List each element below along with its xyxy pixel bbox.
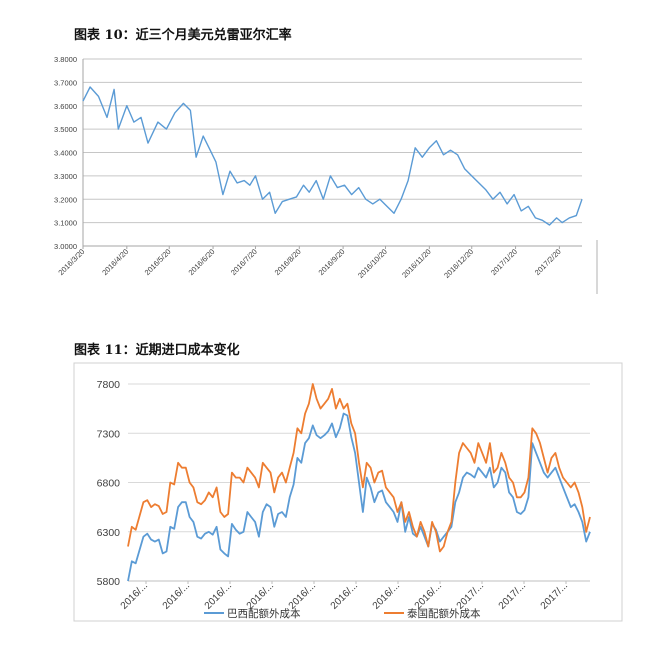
- y-tick-label: 3.2000: [54, 195, 77, 204]
- figure-11-title: 图表 11：近期进口成本变化: [74, 343, 240, 358]
- x-tick-label: 2017/...: [455, 580, 486, 611]
- x-tick-label: 2016/...: [329, 580, 360, 611]
- y-tick-label: 7800: [97, 379, 121, 391]
- y-tick-label: 3.8000: [54, 55, 77, 64]
- y-tick-label: 3.7000: [54, 78, 77, 87]
- series-line-usd-brl: [82, 86, 583, 226]
- x-tick-label: 2016/...: [119, 580, 150, 611]
- y-tick-label: 3.4000: [54, 149, 77, 158]
- y-tick-label: 6800: [97, 478, 121, 490]
- series-line-thailand: [127, 383, 591, 553]
- x-tick-label: 2016/...: [413, 580, 444, 611]
- y-tick-label: 3.6000: [54, 102, 77, 111]
- x-tick-label: 2016/...: [203, 580, 234, 611]
- y-tick-label: 6300: [97, 527, 121, 539]
- x-tick-label: 2016/...: [161, 580, 192, 611]
- x-tick-label: 2016/...: [245, 580, 276, 611]
- figure-10-title: 图表 10：近三个月美元兑雷亚尔汇率: [74, 28, 292, 43]
- x-tick-label: 2016/...: [371, 580, 402, 611]
- y-tick-label: 7300: [97, 428, 121, 440]
- x-tick-label: 2017/...: [539, 580, 570, 611]
- y-tick-label: 3.5000: [54, 125, 77, 134]
- x-tick-label: 2016/...: [287, 580, 318, 611]
- legend-label: 泰国配额外成本: [407, 607, 481, 620]
- series-line-brazil: [127, 412, 591, 582]
- legend-label: 巴西配额外成本: [227, 607, 301, 620]
- y-tick-label: 5800: [97, 576, 121, 588]
- x-tick-label: 2017/...: [497, 580, 528, 611]
- y-tick-label: 3.1000: [54, 219, 77, 228]
- y-tick-label: 3.0000: [54, 242, 77, 251]
- chart-frame: [73, 362, 623, 622]
- y-tick-label: 3.3000: [54, 172, 77, 181]
- usd-brl-exchange-rate-chart: 3.0000 3.1000 3.2000 3.3000 3.4000 3.5000 3.60…: [54, 55, 598, 294]
